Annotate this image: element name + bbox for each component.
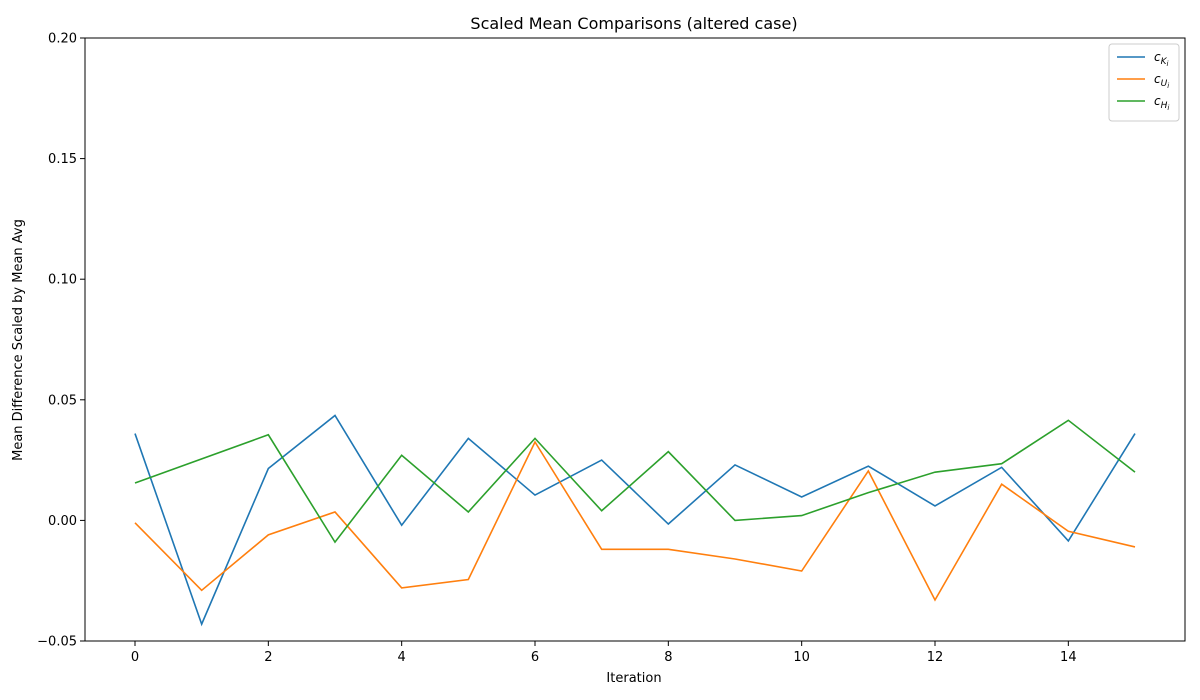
legend-label-base: c — [1154, 72, 1161, 86]
plot-frame — [84, 37, 1186, 642]
y-tick-label: 0.00 — [48, 514, 77, 529]
x-tick-label: 10 — [793, 650, 810, 665]
legend-label: cKi — [1154, 50, 1169, 68]
y-tick-label: 0.15 — [48, 152, 77, 167]
y-axis: −0.05 0.00 0.05 0.10 0.15 0.20 — [37, 32, 85, 650]
legend-label: cHi — [1154, 94, 1169, 112]
legend-label-subsub: i — [1167, 82, 1169, 90]
x-tick-label: 0 — [131, 650, 139, 665]
x-tick-label: 4 — [398, 650, 406, 665]
y-tick-label: −0.05 — [37, 635, 77, 650]
x-axis: 0 2 4 6 8 10 12 14 — [131, 641, 1077, 665]
series-line-U — [134, 440, 1136, 602]
legend-label-sub: U — [1161, 79, 1168, 89]
y-tick-label: 0.10 — [48, 273, 77, 288]
x-tick-label: 14 — [1060, 650, 1077, 665]
x-tick-label: 8 — [664, 650, 672, 665]
y-tick-label: 0.20 — [48, 32, 77, 47]
series-line-H — [134, 419, 1136, 544]
legend-label-sub: K — [1161, 57, 1168, 67]
legend-label-base: c — [1154, 94, 1161, 108]
legend-label: cUi — [1154, 72, 1169, 90]
legend-label-sub: H — [1161, 101, 1168, 111]
chart-title: Scaled Mean Comparisons (altered case) — [470, 14, 797, 33]
x-tick-label: 2 — [264, 650, 272, 665]
y-tick-label: 0.05 — [48, 393, 77, 408]
legend-label-subsub: i — [1167, 104, 1169, 112]
legend-label-base: c — [1154, 50, 1161, 64]
plot-area — [134, 414, 1136, 627]
legend-label-subsub: i — [1167, 60, 1169, 68]
x-tick-label: 6 — [531, 650, 539, 665]
x-axis-label: Iteration — [606, 671, 661, 686]
series-line-K — [134, 414, 1136, 627]
x-tick-label: 12 — [927, 650, 944, 665]
y-axis-label: Mean Difference Scaled by Mean Avg — [11, 219, 26, 461]
